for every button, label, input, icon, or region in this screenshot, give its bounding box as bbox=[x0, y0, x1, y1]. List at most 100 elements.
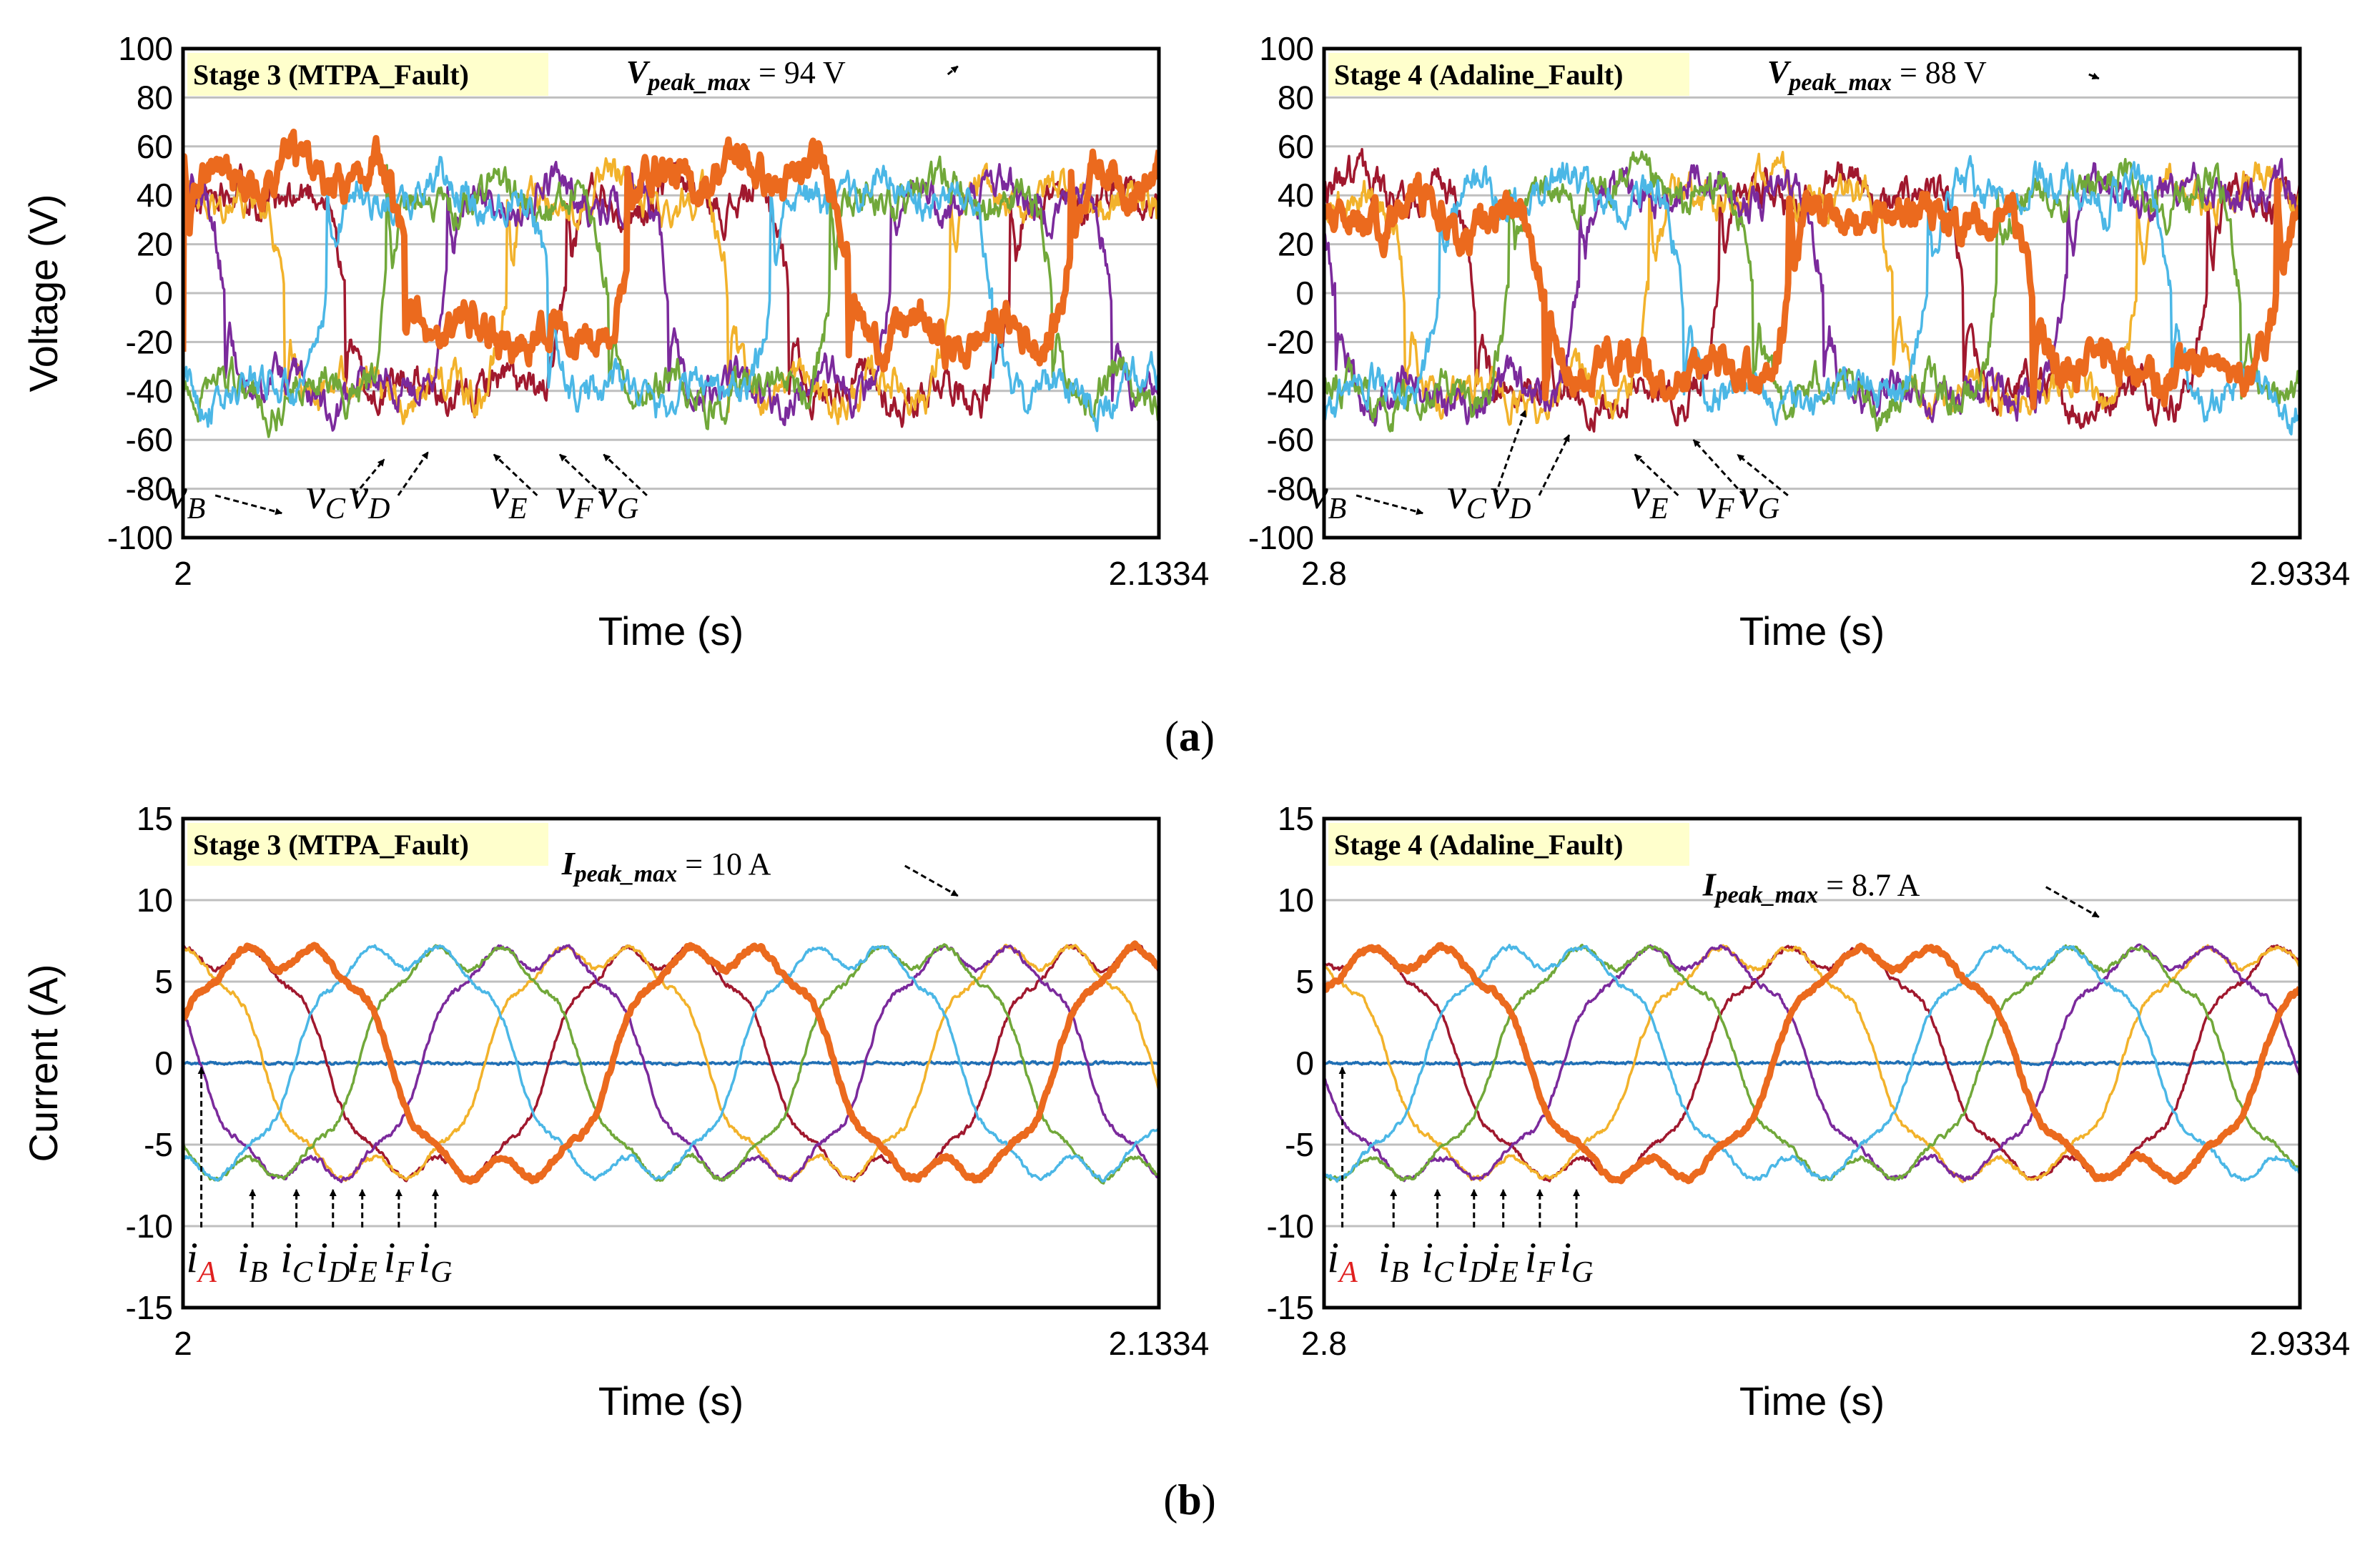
series-label-iC: iC bbox=[1421, 1234, 1454, 1289]
series-label-vG: vG bbox=[1739, 470, 1779, 525]
stage-label-box bbox=[187, 53, 548, 96]
y-tick-label: -80 bbox=[126, 470, 173, 508]
series-label-vC: vC bbox=[1447, 470, 1487, 525]
x-axis-title: Time (s) bbox=[1739, 1378, 1885, 1423]
series-label-arrow bbox=[1634, 453, 1679, 497]
voltage-stage4-chart: -100 -80 -60 -40 -20 0 20 40 60 80 100 2.8 2.9334 Tim… bbox=[1248, 30, 2350, 653]
series-label-iG: iG bbox=[1560, 1234, 1594, 1289]
y-tick-label: 10 bbox=[1278, 882, 1314, 919]
y-tick-label: -40 bbox=[126, 372, 173, 410]
stage-label: Stage 4 (Adaline_Fault) bbox=[1334, 59, 1623, 91]
x-axis-title: Time (s) bbox=[1739, 608, 1885, 653]
peak-annotation: Ipeak_max = 10 A bbox=[561, 845, 771, 887]
y-tick-label: -80 bbox=[1267, 470, 1314, 508]
stage-label-box bbox=[1328, 53, 1689, 96]
y-tick-label: 80 bbox=[137, 79, 173, 116]
y-tick-label: 40 bbox=[137, 177, 173, 214]
series-label-vF: vF bbox=[556, 470, 593, 525]
series-label-vG: vG bbox=[598, 470, 638, 525]
y-tick-label: -15 bbox=[1267, 1289, 1314, 1326]
series-line-vF bbox=[183, 155, 1159, 433]
series-line-vA bbox=[183, 128, 1159, 372]
series-label-vD: vD bbox=[349, 470, 390, 525]
y-tick-label: 60 bbox=[137, 128, 173, 165]
series-label-arrow bbox=[493, 453, 538, 497]
series-label-iA: iA bbox=[186, 1234, 217, 1289]
y-tick-label: -10 bbox=[1267, 1208, 1314, 1245]
y-tick-label: 0 bbox=[1295, 1045, 1314, 1082]
series-label-iE: iE bbox=[347, 1234, 377, 1289]
x-tick-label: 2.9334 bbox=[2250, 555, 2351, 592]
y-tick-label: -40 bbox=[1267, 372, 1314, 410]
y-tick-label: 15 bbox=[137, 800, 173, 837]
series-label-arrow bbox=[558, 453, 604, 497]
series-label-iB: iB bbox=[237, 1234, 267, 1289]
x-tick-label: 2.8 bbox=[1301, 555, 1347, 592]
peak-annotation: Ipeak_max = 8.7 A bbox=[1702, 867, 1920, 909]
series-label-iD: iD bbox=[1457, 1234, 1491, 1289]
series-line-vA bbox=[1324, 172, 2300, 410]
series-label-vE: vE bbox=[1631, 470, 1668, 525]
series-line-iE bbox=[183, 943, 1159, 1183]
x-axis-title: Time (s) bbox=[598, 1378, 744, 1423]
series-line-iG bbox=[1324, 944, 2300, 1183]
series-line-vD bbox=[1324, 157, 2300, 427]
y-tick-label: 40 bbox=[1278, 177, 1314, 214]
series-line-iA bbox=[183, 1060, 1159, 1067]
series-label-iB: iB bbox=[1378, 1234, 1408, 1289]
x-tick-label: 2 bbox=[174, 555, 192, 592]
y-axis-title: Current (A) bbox=[21, 964, 66, 1162]
series-label-iC: iC bbox=[280, 1234, 313, 1289]
peak-annotation: Vpeak_max = 88 V bbox=[1767, 54, 1987, 96]
y-tick-label: 100 bbox=[118, 30, 173, 67]
y-tick-label: 5 bbox=[1295, 963, 1314, 1000]
stage-label-box bbox=[187, 823, 548, 866]
peak-annotation: Vpeak_max = 94 V bbox=[626, 54, 846, 96]
y-tick-label: 15 bbox=[1278, 800, 1314, 837]
series-label-arrow bbox=[1737, 453, 1789, 497]
y-tick-label: 20 bbox=[1278, 226, 1314, 263]
stage-label: Stage 3 (MTPA_Fault) bbox=[193, 829, 469, 861]
y-tick-label: -20 bbox=[1267, 323, 1314, 360]
series-label-arrow bbox=[603, 453, 648, 497]
series-line-iA bbox=[1324, 1060, 2300, 1067]
y-tick-label: 0 bbox=[154, 1045, 173, 1082]
y-tick-label: -100 bbox=[1248, 519, 1314, 556]
y-tick-label: 100 bbox=[1259, 30, 1314, 67]
y-tick-label: 5 bbox=[154, 963, 173, 1000]
series-label-vD: vD bbox=[1490, 470, 1531, 525]
peak-arrow bbox=[904, 864, 959, 897]
series-line-iC bbox=[1324, 944, 2300, 1183]
stage-label: Stage 4 (Adaline_Fault) bbox=[1334, 829, 1623, 861]
series-label-arrow bbox=[1538, 434, 1571, 496]
y-tick-label: 10 bbox=[137, 882, 173, 919]
y-tick-label: -10 bbox=[126, 1208, 173, 1245]
plot-frame bbox=[181, 816, 1161, 1310]
series-label-vB: vB bbox=[168, 470, 205, 525]
y-tick-label: 60 bbox=[1278, 128, 1314, 165]
x-axis-title: Time (s) bbox=[598, 608, 744, 653]
series-line-iB bbox=[183, 940, 1159, 1185]
peak-arrow bbox=[2088, 72, 2100, 80]
y-tick-label: 0 bbox=[1295, 275, 1314, 312]
series-line-iE bbox=[1324, 943, 2300, 1183]
series-label-arrow bbox=[353, 458, 385, 496]
series-label-vE: vE bbox=[490, 470, 527, 525]
series-line-vE bbox=[183, 155, 1159, 438]
x-tick-label: 2.1334 bbox=[1109, 1325, 1210, 1362]
series-label-iF: iF bbox=[384, 1234, 415, 1289]
plot-frame bbox=[1322, 46, 2302, 540]
series-line-iB bbox=[1324, 942, 2300, 1185]
series-line-vE bbox=[1324, 150, 2300, 433]
y-tick-label: 0 bbox=[154, 275, 173, 312]
y-tick-label: -60 bbox=[126, 421, 173, 458]
x-tick-label: 2 bbox=[174, 1325, 192, 1362]
peak-arrow bbox=[947, 65, 959, 76]
series-label-arrow bbox=[214, 494, 283, 515]
x-tick-label: 2.1334 bbox=[1109, 555, 1210, 592]
peak-arrow bbox=[2045, 886, 2100, 918]
series-label-arrow bbox=[1692, 439, 1745, 496]
y-tick-label: -100 bbox=[107, 519, 173, 556]
series-label-vC: vC bbox=[306, 470, 346, 525]
